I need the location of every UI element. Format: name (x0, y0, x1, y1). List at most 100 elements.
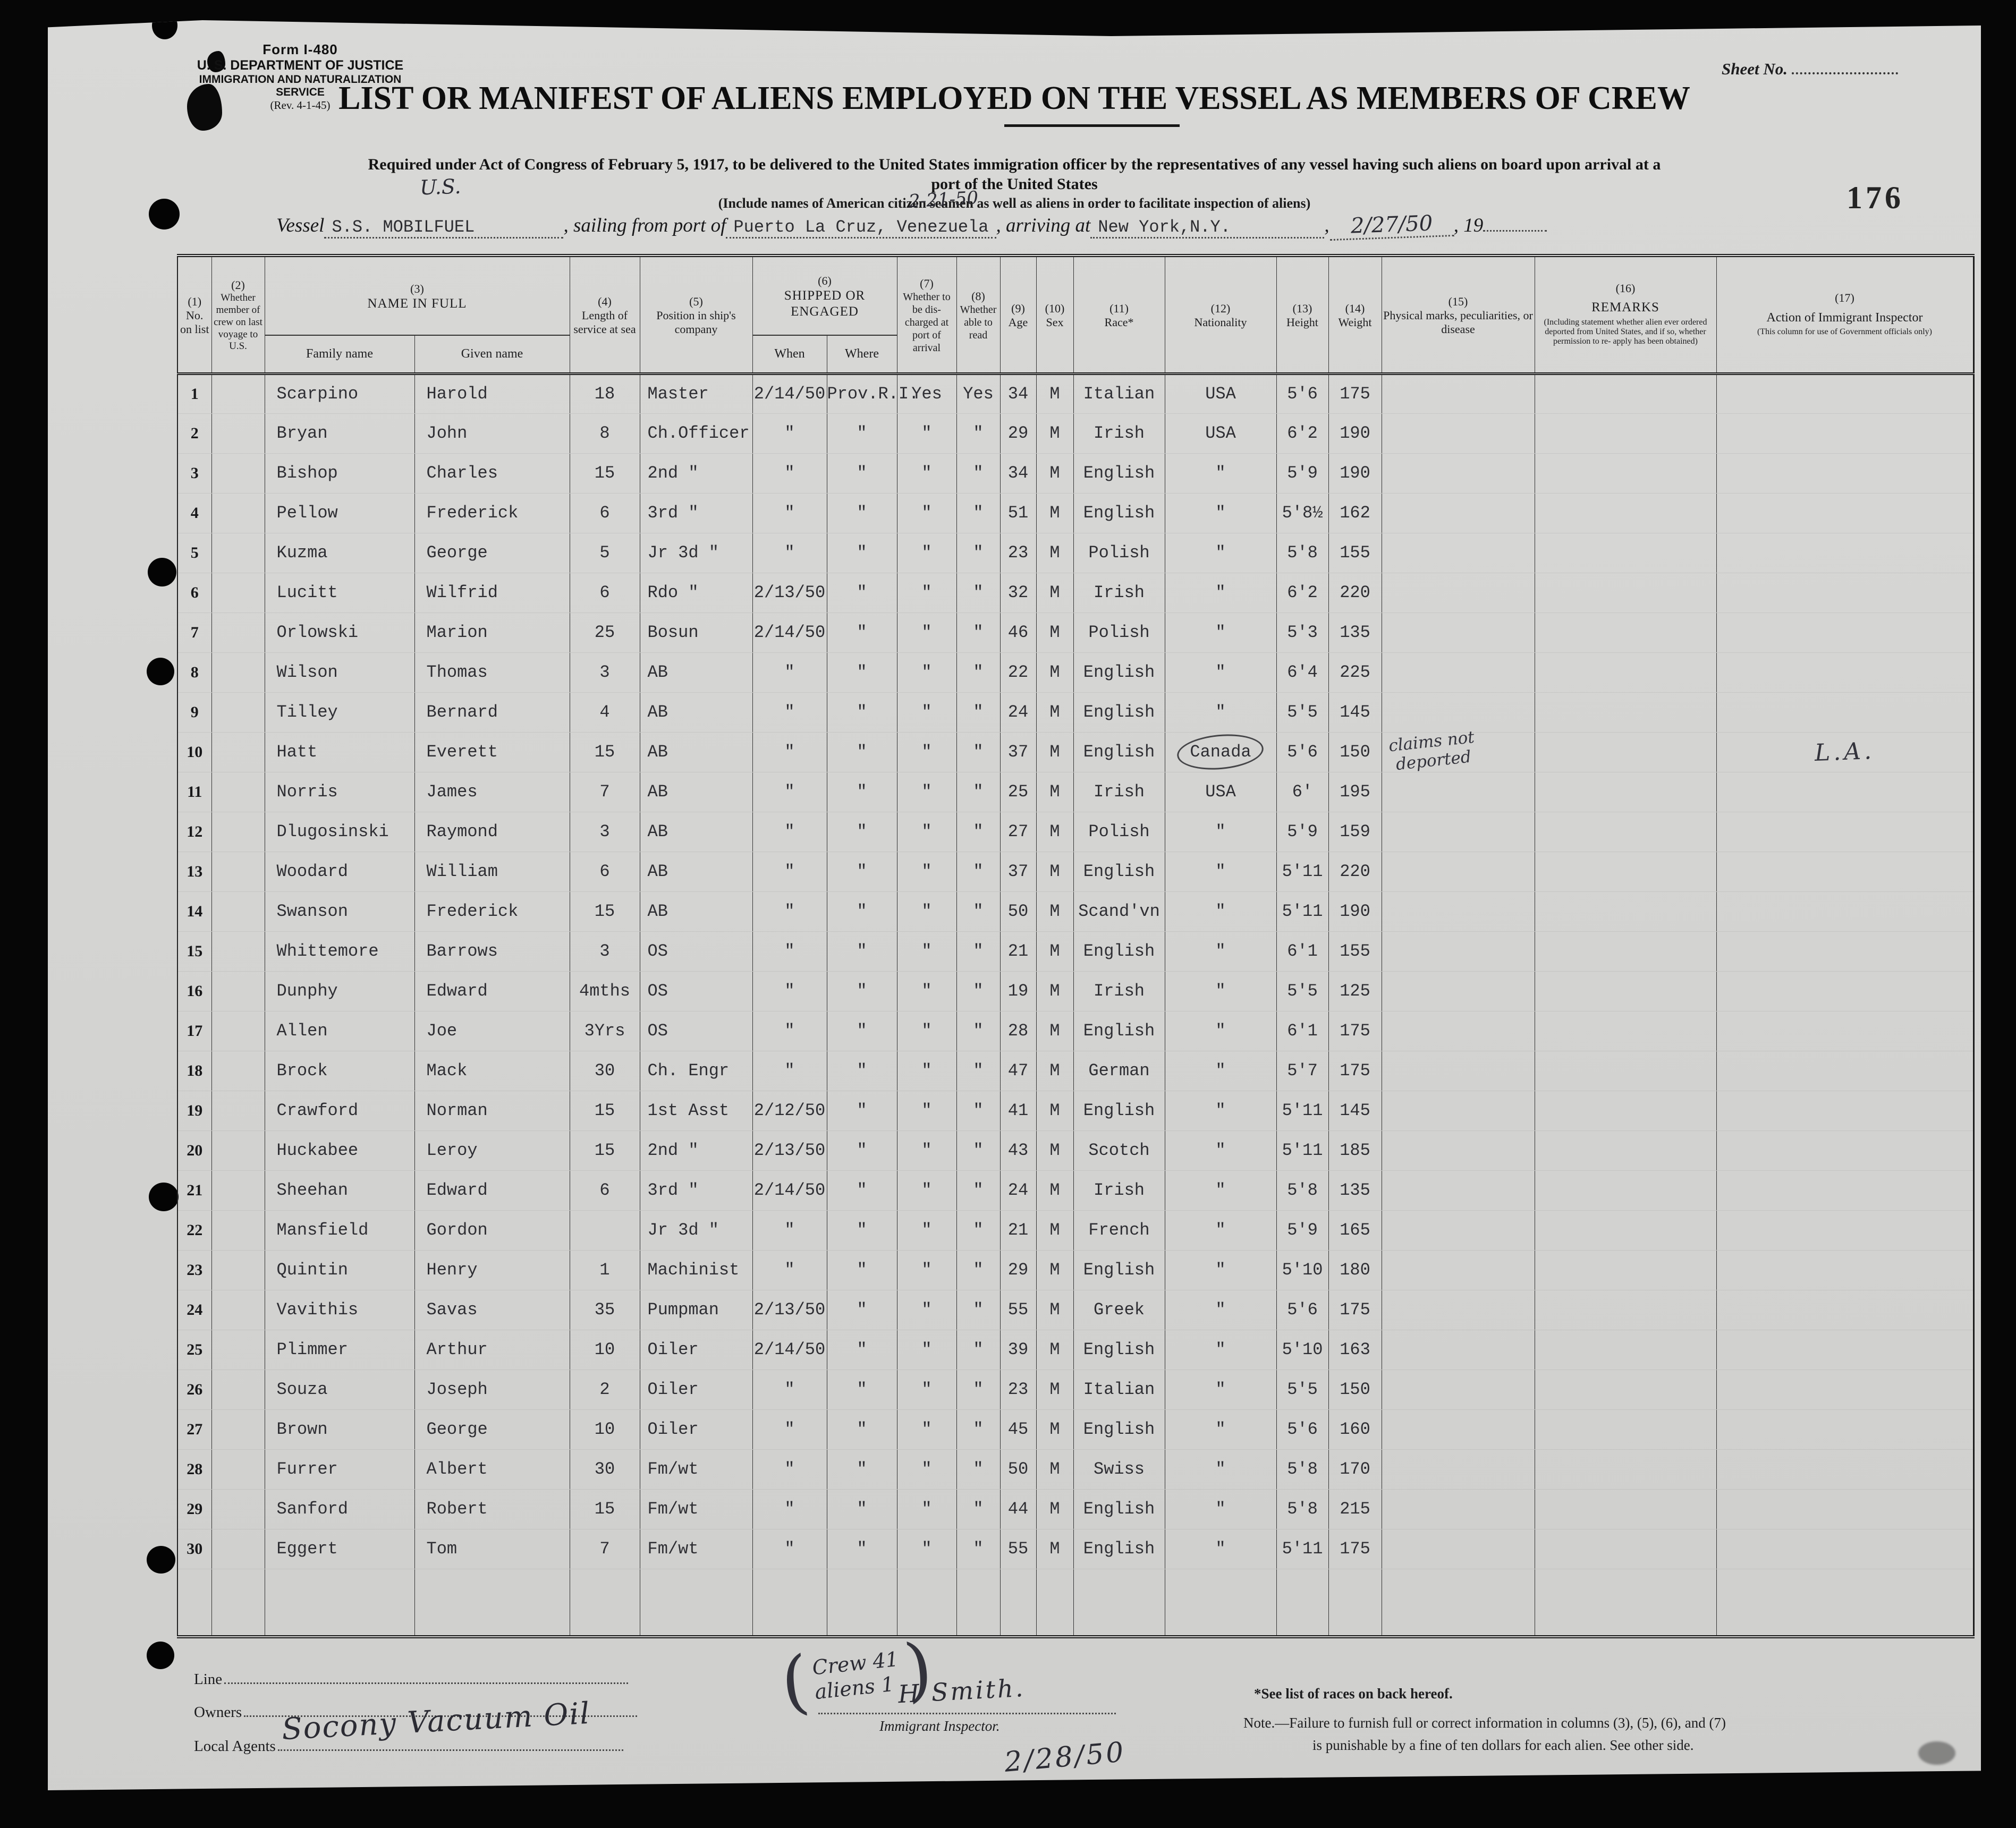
cell-no: 21 (177, 1170, 211, 1211)
cell-discharge: " (896, 692, 956, 733)
cell-nationality: " (1164, 1250, 1276, 1290)
table-row: 28 Furrer Albert 30 Fm/wt " " " " 50 M Swiss " 5'8 170 (177, 1449, 1973, 1490)
cell-age: 55 (999, 1290, 1036, 1330)
cell-nationality: " (1164, 1011, 1276, 1051)
cell-action (1716, 852, 1973, 892)
header-nationality: (12) Nationality (1164, 256, 1276, 375)
cell-where: " (826, 1091, 897, 1131)
cell-crew (211, 1489, 265, 1529)
cell-position: AB (639, 652, 752, 693)
cell-no: 8 (177, 652, 211, 693)
cell-where: " (826, 1449, 897, 1490)
cell-given: George (414, 1409, 570, 1450)
cell-sex: M (1036, 772, 1073, 812)
cell-action (1716, 413, 1973, 454)
cell-action (1716, 812, 1973, 852)
cell-marks (1381, 891, 1535, 932)
cell-remarks (1534, 1330, 1716, 1370)
table-row: 6 Lucitt Wilfrid 6 Rdo " 2/13/50 " " " 32 M Irish " 6… (177, 573, 1973, 613)
cell-action (1716, 1449, 1973, 1490)
cell-race: English (1073, 852, 1165, 892)
cell-weight: 225 (1328, 652, 1382, 693)
cell-age: 50 (999, 1449, 1036, 1490)
cell-read: " (956, 573, 1000, 613)
cell-given: Marion (414, 613, 570, 653)
cell-family: Norris (264, 772, 414, 812)
header-service: (4) Length of service at sea (569, 256, 640, 375)
cell-age: 27 (999, 812, 1036, 852)
cell-read: " (956, 1290, 1000, 1330)
cell-given: Frederick (414, 493, 570, 533)
subtitle-line1: Required under Act of Congress of Februa… (368, 156, 1661, 173)
cell-remarks (1534, 692, 1716, 733)
cell-discharge: " (896, 852, 956, 892)
cell-read: " (956, 812, 1000, 852)
cell-height: 5'5 (1276, 692, 1328, 733)
cell-family: Whittemore (264, 931, 414, 972)
arriving-at-label: , arriving at (996, 215, 1091, 236)
cell-marks (1381, 533, 1535, 573)
sailing-port-value: Puerto La Cruz, Venezuela (726, 217, 996, 239)
cell-crew (211, 413, 265, 454)
cell-marks (1381, 1091, 1535, 1131)
cell-no: 3 (177, 453, 211, 494)
cell-read: " (956, 692, 1000, 733)
cell-service: 2 (569, 1370, 640, 1410)
smudge-mark (1918, 1741, 1955, 1765)
cell-action (1716, 1091, 1973, 1131)
cell-height: 5'10 (1276, 1330, 1328, 1370)
table-row: 17 Allen Joe 3Yrs OS " " " " 28 M English " 6'1 175 (177, 1011, 1973, 1051)
cell-height: 5'11 (1276, 1529, 1328, 1569)
cell-position: Bosun (639, 613, 752, 653)
cell-service: 7 (569, 1529, 640, 1569)
owners-row: Owners (194, 1703, 638, 1721)
cell-age: 46 (999, 613, 1036, 653)
cell-weight: 150 (1328, 732, 1382, 772)
cell-read: " (956, 1011, 1000, 1051)
cell-marks (1381, 652, 1535, 693)
cell-read: " (956, 1051, 1000, 1091)
table-row: 7 Orlowski Marion 25 Bosun 2/14/50 " " " 46 M Polis… (177, 613, 1973, 653)
table-row: 23 Quintin Henry 1 Machinist " " " " 29 M English " 5… (177, 1250, 1973, 1290)
cell-given: Mack (414, 1051, 570, 1091)
inspector-signature: H Smith. (897, 1673, 1026, 1709)
cell-service (569, 1210, 640, 1251)
cell-action (1716, 493, 1973, 533)
cell-nationality: " (1164, 493, 1276, 533)
cell-race: English (1073, 453, 1165, 494)
cell-position: Jr 3d " (639, 1210, 752, 1251)
cell-marks (1381, 1250, 1535, 1290)
cell-weight: 135 (1328, 613, 1382, 653)
cell-crew (211, 891, 265, 932)
cell-service: 15 (569, 453, 640, 494)
cell-no: 27 (177, 1409, 211, 1450)
cell-sex: M (1036, 413, 1073, 454)
title-underline (1004, 124, 1180, 127)
cell-marks (1381, 1370, 1535, 1410)
cell-action (1716, 1330, 1973, 1370)
cell-marks (1381, 373, 1535, 414)
table-row: 15 Whittemore Barrows 3 OS " " " " 21 M English " 6'1… (177, 931, 1973, 972)
cell-remarks (1534, 812, 1716, 852)
cell-discharge: " (896, 1449, 956, 1490)
hole-punch (148, 558, 176, 586)
cell-crew (211, 573, 265, 613)
cell-race: Italian (1073, 1370, 1165, 1410)
cell-discharge: " (896, 1170, 956, 1211)
cell-sex: M (1036, 692, 1073, 733)
cell-marks (1381, 692, 1535, 733)
handwritten-arrival-date: 2/27/50 (1328, 210, 1454, 241)
cell-discharge: " (896, 1051, 956, 1091)
cell-crew (211, 652, 265, 693)
header-where: Where (826, 335, 897, 375)
cell-no: 29 (177, 1489, 211, 1529)
cell-nationality: " (1164, 1370, 1276, 1410)
cell-where: " (826, 812, 897, 852)
cell-action (1716, 573, 1973, 613)
cell-family: Wilson (264, 652, 414, 693)
cell-crew (211, 812, 265, 852)
cell-race: Irish (1073, 1170, 1165, 1211)
handwritten-inspection-date: 2/28/50 (1003, 1736, 1127, 1779)
cell-family: Woodard (264, 852, 414, 892)
